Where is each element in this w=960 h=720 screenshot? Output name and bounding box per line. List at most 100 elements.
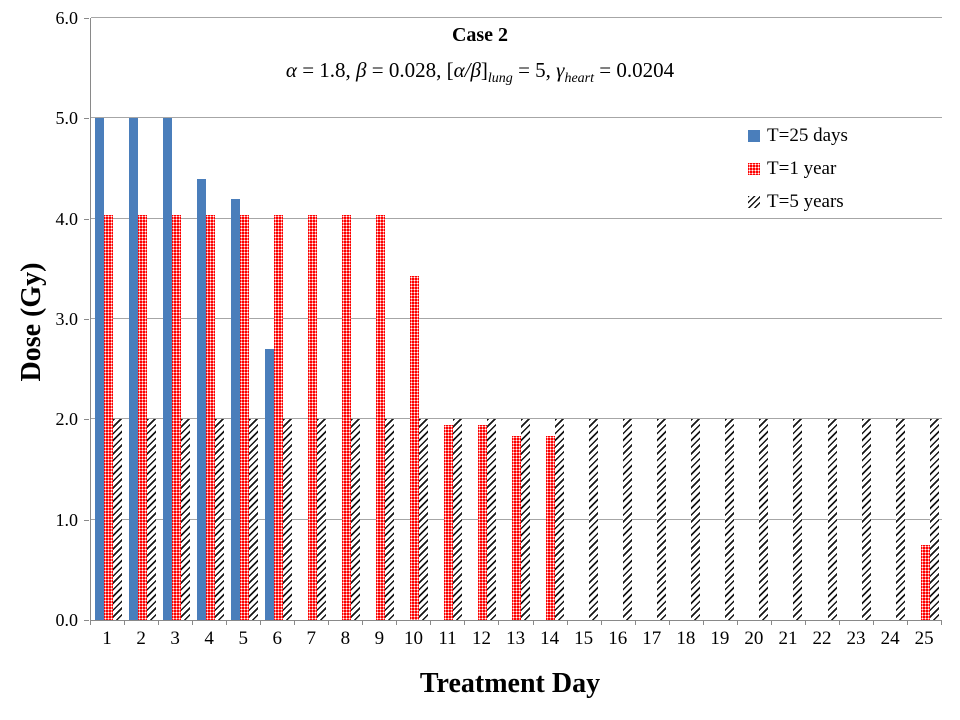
x-tick-label-11: 11 [438,628,457,649]
bar-t-5-years-day-23 [861,419,871,620]
bar-t-5-years-day-19 [725,419,735,620]
x-tick [158,620,160,625]
category-day-5 [227,18,261,620]
bar-t-25-days-day-5 [230,198,240,620]
category-day-19 [704,18,738,620]
bars-container [91,18,942,620]
x-tick [328,620,330,625]
category-day-16 [602,18,636,620]
x-tick [362,620,364,625]
x-tick [634,620,636,625]
bar-t-1-year-day-12 [478,425,488,620]
gridline-2.0 [91,418,942,420]
bar-t-1-year-day-3 [171,214,181,620]
y-tick [84,520,89,521]
gridline-4.0 [91,217,942,219]
x-tick [124,620,126,625]
y-tick [84,319,89,320]
category-day-18 [670,18,704,620]
category-day-13 [500,18,534,620]
category-day-24 [874,18,908,620]
bar-t-25-days-day-4 [196,178,206,620]
category-day-9 [363,18,397,620]
y-tick [84,620,89,621]
x-tick-label-25: 25 [914,628,934,649]
y-tick-label-4.0: 4.0 [55,209,79,229]
bar-t-5-years-day-9 [384,419,394,620]
x-tick [941,620,942,625]
bar-t-5-years-day-6 [282,419,292,620]
bar-t-1-year-day-9 [375,214,385,620]
category-day-12 [466,18,500,620]
x-tick-label-14: 14 [540,628,560,649]
formula-gamma: γ [556,58,565,82]
x-tick [770,620,772,625]
bar-t-5-years-day-7 [316,419,326,620]
x-tick-label-9: 9 [374,628,385,649]
x-tick [736,620,738,625]
legend-item-t-1-year: T=1 year [748,159,848,179]
y-tick-label-2.0: 2.0 [55,409,79,429]
formula-text: = 0.0204 [594,58,675,82]
category-day-3 [159,18,193,620]
bar-t-1-year-day-6 [273,214,283,620]
x-axis-title: Treatment Day [419,668,601,699]
y-tick-label-6.0: 6.0 [55,8,79,28]
bar-t-5-years-day-17 [657,419,667,620]
formula-alpha-beta-ratio: α/β [453,58,481,82]
x-tick [226,620,228,625]
x-tick-label-1: 1 [102,628,112,649]
x-axis-tick-labels: 1 2 3 4 5 6 7 8 9 10 11 12 13 14 15 16 17 18 19 20 21 22 23 24 2… [90,628,941,650]
category-day-21 [772,18,806,620]
legend-swatch-icon [748,130,760,142]
bar-t-5-years-day-21 [793,419,803,620]
bar-t-25-days-day-1 [94,118,104,620]
x-tick-label-21: 21 [778,628,798,649]
category-day-17 [636,18,670,620]
bar-t-1-year-day-5 [239,214,249,620]
x-tick-label-22: 22 [812,628,832,649]
formula-text: = 1.8, [296,58,357,82]
x-tick [872,620,874,625]
chart-title: Case 2 [451,24,509,46]
bar-t-5-years-day-4 [214,419,224,620]
x-tick [600,620,602,625]
bar-t-1-year-day-8 [341,214,351,620]
bar-t-1-year-day-11 [443,425,453,620]
bar-t-5-years-day-12 [487,419,497,620]
legend-label: T=25 days [767,125,848,146]
bar-t-1-year-day-4 [205,214,215,620]
y-tick-label-0.0: 0.0 [55,610,79,630]
bar-t-5-years-day-8 [350,419,360,620]
bar-t-5-years-day-10 [418,419,428,620]
y-tick [84,419,89,420]
x-tick [668,620,670,625]
formula-beta: β [356,58,367,82]
bar-t-1-year-day-14 [546,436,556,620]
bar-t-1-year-day-2 [137,214,147,620]
y-tick [84,219,89,220]
formula-text: = 5, [512,58,557,82]
y-tick-label-3.0: 3.0 [55,309,79,329]
legend-swatch-icon [748,196,760,208]
y-tick-label-5.0: 5.0 [55,108,79,128]
y-tick [84,18,89,19]
x-tick [90,620,91,625]
formula-sub-heart: heart [564,71,594,87]
bar-t-5-years-day-1 [112,419,122,620]
legend: T=25 days T=1 year T=5 years [748,126,848,225]
gridline-5.0 [91,117,942,119]
category-day-23 [840,18,874,620]
bar-t-5-years-day-2 [146,419,156,620]
category-day-15 [568,18,602,620]
bar-t-1-year-day-25 [920,544,930,620]
x-tick [498,620,500,625]
x-tick-label-20: 20 [744,628,764,649]
x-tick-label-23: 23 [846,628,866,649]
bar-t-1-year-day-13 [512,436,522,620]
category-day-1 [91,18,125,620]
category-day-20 [738,18,772,620]
bar-t-5-years-day-5 [248,419,258,620]
x-tick [464,620,466,625]
